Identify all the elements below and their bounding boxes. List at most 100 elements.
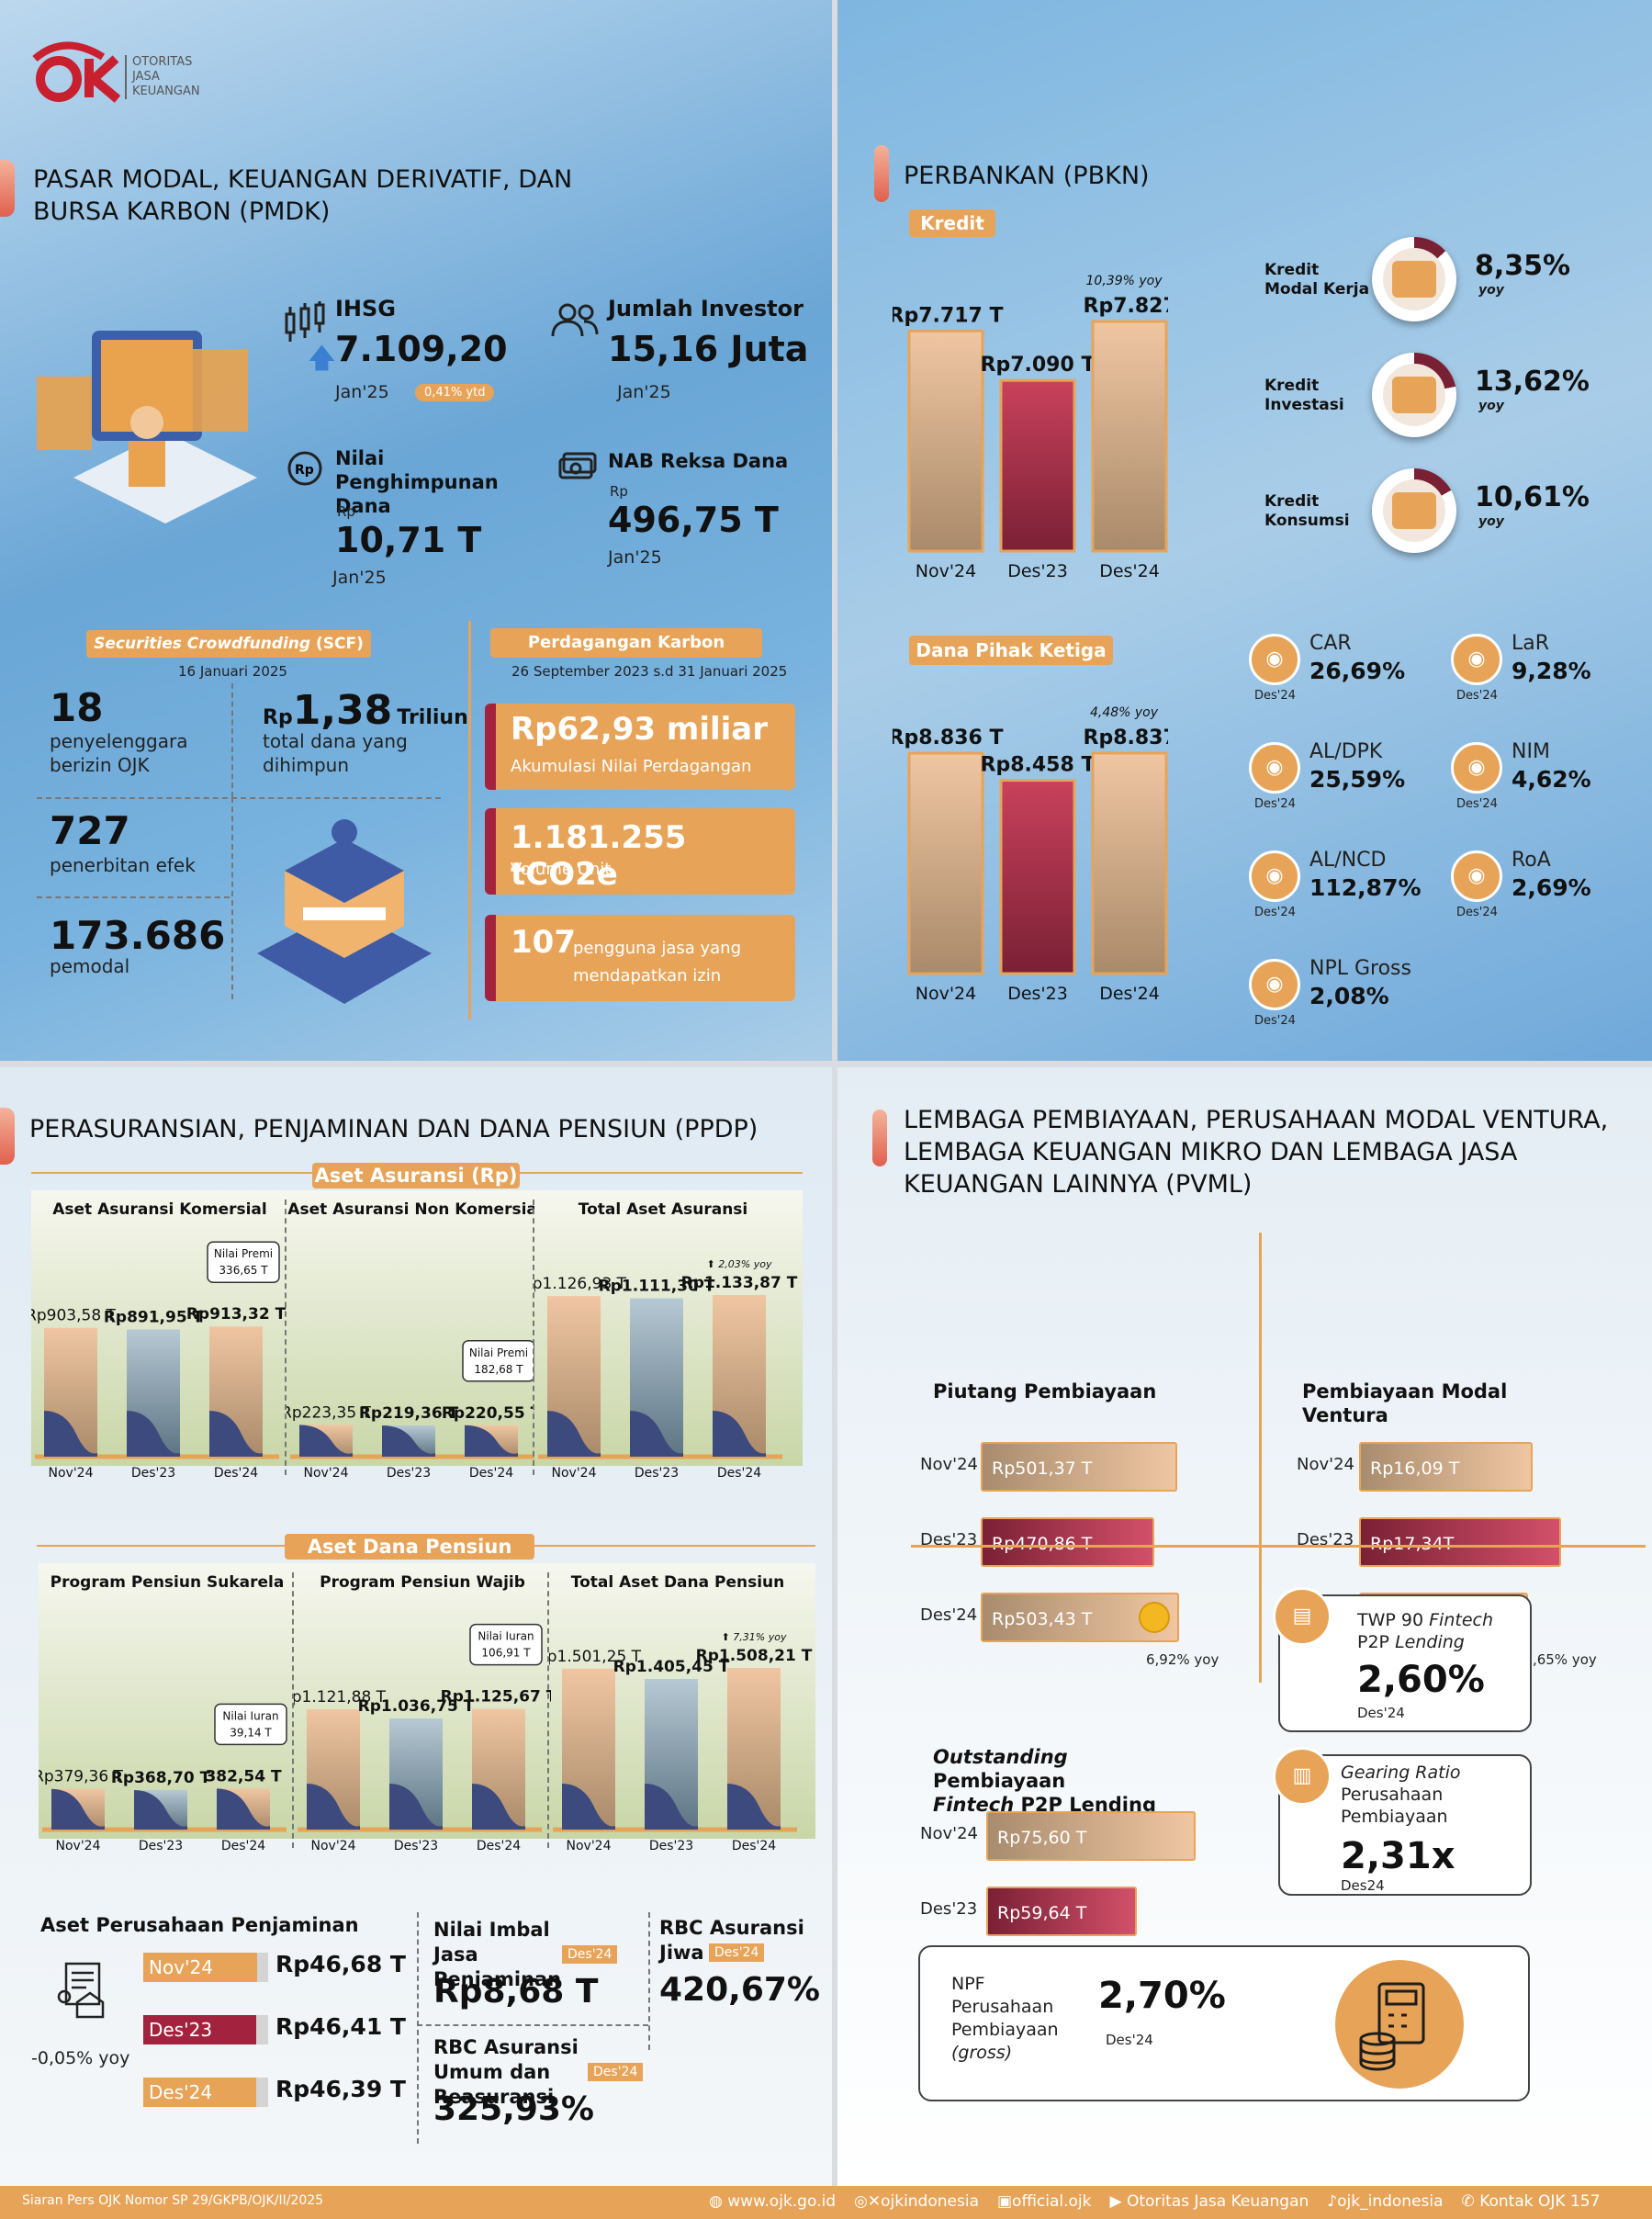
ratio-date: Des'24 xyxy=(1456,906,1498,919)
gearing-title: Gearing Ratio Perusahaan Pembiayaan xyxy=(1341,1762,1524,1828)
footer-link-contact[interactable]: ✆ Kontak OJK 157 xyxy=(1462,2192,1601,2211)
banknote-icon xyxy=(558,452,597,479)
footer-link-youtube[interactable]: ▶ Otoritas Jasa Keuangan xyxy=(1109,2192,1309,2211)
ratio-value: 4,62% xyxy=(1512,766,1591,793)
asuransi-pill: Aset Asuransi (Rp) xyxy=(312,1163,520,1188)
scf-total-label: total dana yang dihimpun xyxy=(263,730,408,776)
tick-label: Des'23 xyxy=(1007,984,1068,1004)
karbon-card-1-value: Rp62,93 miliar xyxy=(511,711,769,748)
footer-link-web[interactable]: ◍ www.ojk.go.id xyxy=(709,2192,836,2211)
chart-title: Aset Asuransi Komersial xyxy=(52,1200,266,1219)
divider xyxy=(37,896,230,898)
ppdp-title: PERASURANSIAN, PENJAMINAN DAN DANA PENSI… xyxy=(29,1115,759,1143)
globe-icon: ◍ xyxy=(709,2192,723,2211)
rbc-jiwa-value: 420,67% xyxy=(659,1971,820,2009)
penjaminan-title: Aset Perusahaan Penjaminan xyxy=(40,1914,359,1936)
phone-icon: ✆ xyxy=(1461,2192,1475,2211)
bar xyxy=(907,329,984,553)
bar-wave xyxy=(389,1784,443,1830)
tick-label: Des'24 xyxy=(920,1605,978,1625)
npf-label-a: NPF Perusahaan Pembiayaan xyxy=(951,1974,1059,2040)
yoy-annotation: 4,48% yoy xyxy=(1090,705,1159,720)
ppdp-section: PERASURANSIAN, PENJAMINAN DAN DANA PENSI… xyxy=(0,1067,832,2186)
divider xyxy=(285,1200,287,1475)
footer-link-tiktok[interactable]: ♪ojk_indonesia xyxy=(1327,2192,1443,2211)
footer-link-instagram-x[interactable]: ◎✕ojkindonesia xyxy=(854,2192,979,2211)
penjaminan-bar: Nov'24 xyxy=(143,1953,257,1982)
data-label: Rp7.827 T xyxy=(1084,295,1168,318)
bar-wave xyxy=(217,1788,270,1830)
yoy-annotation: ⬆ 2,03% yoy xyxy=(707,1258,772,1270)
section-marker xyxy=(0,160,15,217)
twp-value: 2,60% xyxy=(1357,1659,1485,1701)
nab-label: NAB Reksa Dana xyxy=(608,450,789,472)
ratio-name: AL/DPK xyxy=(1309,740,1383,763)
tick-label: Nov'24 xyxy=(311,1839,356,1853)
chart-title: Total Aset Dana Pensiun xyxy=(571,1573,785,1592)
tick-label: Des'23 xyxy=(394,1839,438,1853)
penjaminan-value: Rp46,68 T xyxy=(275,1951,406,1977)
ratio-date: Des'24 xyxy=(1254,1014,1296,1028)
npf-date: Des'24 xyxy=(1106,2032,1153,2048)
data-label: Rp379,36 T xyxy=(39,1768,124,1786)
callout-value: 106,91 T xyxy=(481,1647,531,1660)
piggy-icon: ◉ xyxy=(1451,634,1502,685)
karbon-date: 26 September 2023 s.d 31 Januari 2025 xyxy=(511,663,788,680)
scf-pill: Securities Crowdfunding (SCF) xyxy=(86,630,371,658)
tick-label: Nov'24 xyxy=(920,1824,978,1843)
divider xyxy=(231,683,233,797)
bar-wave xyxy=(630,1411,683,1457)
penjaminan-bar: Des'24 xyxy=(143,2078,256,2107)
gearing-value: 2,31x xyxy=(1341,1835,1455,1877)
chart-title: Total Aset Asuransi xyxy=(579,1200,748,1219)
divider xyxy=(417,1912,419,2144)
divider xyxy=(417,2024,648,2026)
youtube-icon: ▶ xyxy=(1109,2192,1122,2211)
pensiun-sukarela-chart: Program Pensiun Sukarela Nov'24 Rp379,36 T… xyxy=(39,1573,287,1853)
rupiah-coin-icon: Rp xyxy=(287,451,322,486)
data-label: Rp7.090 T xyxy=(981,354,1096,377)
scf-stat-3-value: 173.686 xyxy=(50,913,226,958)
dpk-pill: Dana Pihak Ketiga xyxy=(909,636,1113,665)
data-label: Rp1.125,67 T xyxy=(441,1688,551,1706)
divider xyxy=(1259,1233,1262,1683)
divider xyxy=(832,0,837,2186)
data-label: Rp8.836 T xyxy=(893,727,1003,749)
data-label: Rp8.837 T xyxy=(1084,727,1168,749)
footer-link-ig-label: ojkindonesia xyxy=(881,2192,979,2211)
karbon-pill: Perdagangan Karbon xyxy=(490,628,762,658)
callout-value: 182,68 T xyxy=(474,1363,523,1376)
gearing-title-a: Gearing Ratio xyxy=(1341,1763,1461,1783)
data-label: Rp7.717 T xyxy=(893,304,1003,327)
chart-title: Piutang Pembiayaan xyxy=(933,1380,1157,1402)
callout-label: Nilai Premi xyxy=(214,1247,273,1260)
pmdk-section: OTORITAS JASA KEUANGAN PASAR MODAL, KEUA… xyxy=(0,0,832,1061)
total-pensiun-chart: Total Aset Dana Pensiun Nov'24 Rp1.501,25 … xyxy=(549,1573,813,1853)
pbkn-title: PERBANKAN (PBKN) xyxy=(904,162,1150,190)
footer-link-fb-label: official.ojk xyxy=(1012,2192,1092,2211)
arrow-up-icon: 🡅 xyxy=(308,343,336,375)
bar-wave xyxy=(713,1411,766,1457)
scf-total-value: 1,38 xyxy=(292,687,393,734)
tick-label: Nov'24 xyxy=(920,1455,978,1474)
divider xyxy=(37,797,441,799)
logo-line-1: OTORITAS xyxy=(132,55,193,69)
bar: Rp17,34T xyxy=(1359,1517,1561,1567)
ratio-date: Des'24 xyxy=(1254,689,1296,703)
tick-label: Des'24 xyxy=(1099,561,1160,581)
twp-title: TWP 90 Fintech P2P Lending xyxy=(1357,1609,1523,1653)
data-label: Rp223,35 T xyxy=(287,1403,372,1422)
briefcase-icon xyxy=(1392,261,1436,298)
divider xyxy=(533,1200,534,1475)
tick-label: Nov'24 xyxy=(916,984,976,1004)
footer-link-facebook[interactable]: ▣official.ojk xyxy=(997,2192,1091,2211)
coin-icon xyxy=(1139,1602,1170,1633)
ratio-value: 26,69% xyxy=(1309,658,1406,684)
ratio-value: 112,87% xyxy=(1309,874,1422,901)
tick-label: Des'24 xyxy=(717,1466,761,1481)
penjaminan-value: Rp46,41 T xyxy=(275,2013,406,2040)
karbon-card-1: Rp62,93 miliar Akumulasi Nilai Perdagang… xyxy=(485,704,795,790)
imbal-value: Rp8,68 T xyxy=(433,1973,599,2011)
kredit-pill: Kredit xyxy=(909,209,995,237)
ratio-value: 2,69% xyxy=(1512,874,1591,901)
